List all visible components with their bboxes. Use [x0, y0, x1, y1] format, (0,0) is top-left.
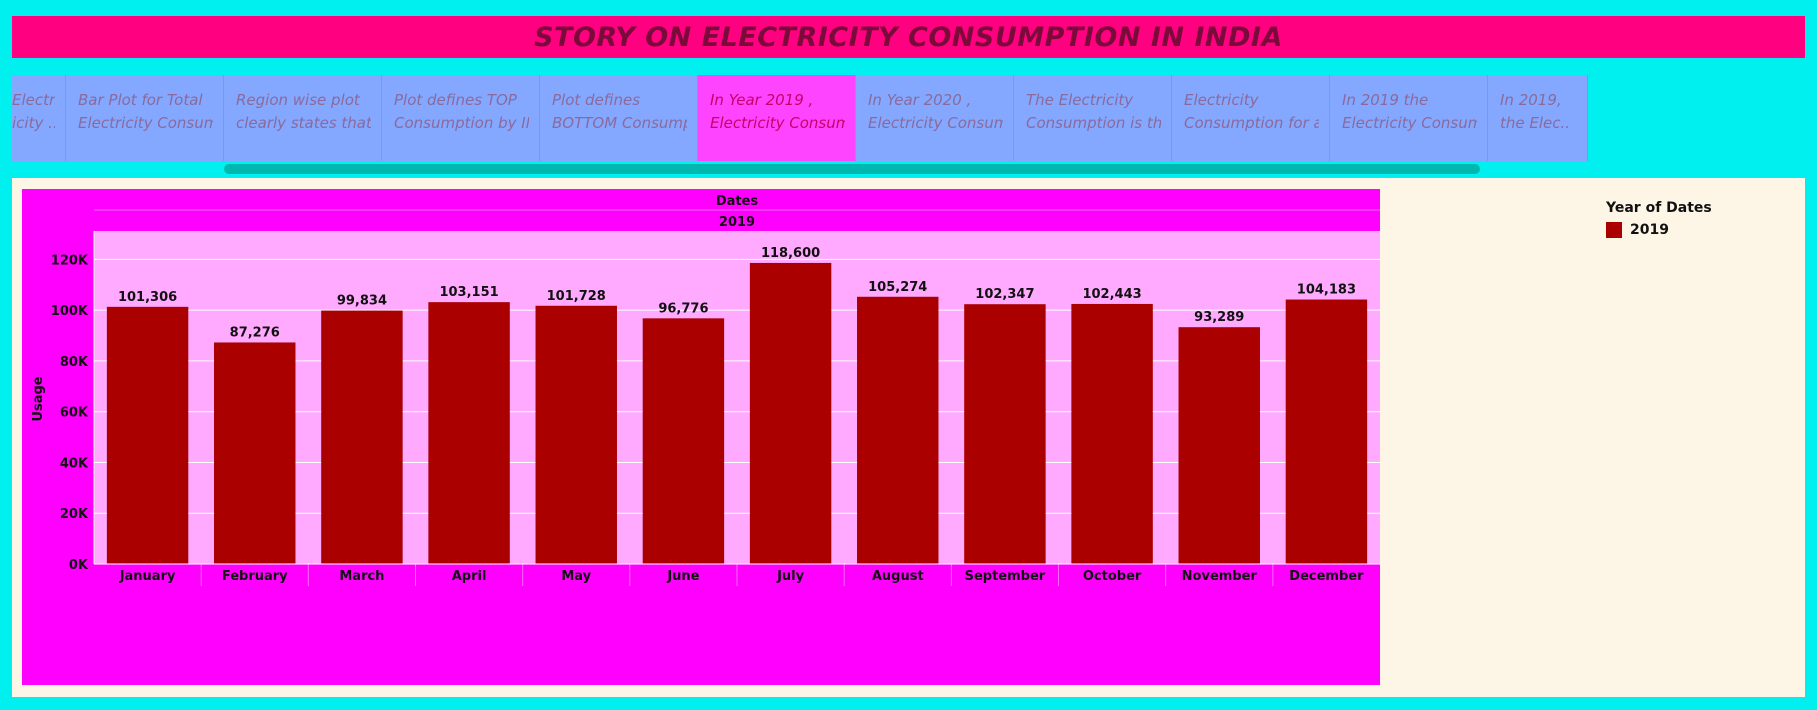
- data-label: 96,776: [658, 301, 708, 316]
- y-tick-label: 120K: [51, 253, 89, 268]
- x-tick-label: May: [561, 569, 591, 584]
- legend-item-2019[interactable]: 2019: [1606, 222, 1712, 238]
- story-point-track: Electr icity .. Bar Plot for Total Electric…: [12, 75, 1588, 161]
- story-point-caption-line: In 2019,: [1500, 91, 1562, 109]
- monthly-usage-bar-chart: Dates 2019 0K 20K 40K 60K 80K 100K 120K Usage 101,…: [31, 189, 1601, 685]
- story-point-2[interactable]: Bar Plot for Total Electricity Consump..: [66, 75, 224, 161]
- story-point-caption-line: BOTTOM Consumpti..: [552, 114, 687, 132]
- column-header-title: Dates: [716, 194, 759, 209]
- y-tick-label: 80K: [60, 355, 89, 370]
- story-point-caption-line: Electricity Consump..: [868, 114, 1003, 132]
- story-point-caption-line: icity ..: [12, 114, 55, 132]
- data-label: 87,276: [230, 325, 280, 340]
- legend-swatch: [1606, 222, 1622, 238]
- x-tick-label: July: [776, 569, 805, 584]
- data-label: 103,151: [439, 285, 498, 300]
- plot-area: [94, 231, 1380, 564]
- story-point-4[interactable]: Plot defines TOP Consumption by IN..: [382, 75, 540, 161]
- bar-february: [214, 342, 296, 564]
- story-point-caption-line: Electricity: [1184, 91, 1259, 109]
- story-point-3[interactable]: Region wise plot clearly states that t..: [224, 75, 382, 161]
- bar-october: [1071, 303, 1153, 564]
- story-point-10[interactable]: In 2019 the Electricity Consump..: [1330, 75, 1488, 161]
- story-point-8[interactable]: The Electricity Consumption is the ..: [1014, 75, 1172, 161]
- story-navigator-scrollbar[interactable]: [224, 164, 1480, 174]
- story-point-caption-line: Consumption by IN..: [394, 114, 529, 132]
- story-title: STORY ON ELECTRICITY CONSUMPTION IN INDI…: [534, 21, 1283, 53]
- bar-november: [1178, 327, 1260, 564]
- x-tick-label: January: [119, 569, 176, 584]
- story-point-11[interactable]: In 2019, the Elec..: [1488, 75, 1588, 161]
- data-label: 105,274: [868, 280, 927, 295]
- story-point-caption-line: Region wise plot: [236, 91, 360, 109]
- x-tick-label: August: [872, 569, 924, 584]
- data-label: 104,183: [1297, 283, 1356, 298]
- story-point-caption-line: Electr: [12, 91, 55, 109]
- y-axis-label: Usage: [31, 376, 46, 421]
- story-point-caption-line: The Electricity: [1026, 91, 1134, 109]
- story-point-caption-line: the Elec..: [1500, 114, 1571, 132]
- legend-title: Year of Dates: [1606, 200, 1712, 216]
- x-tick-label: February: [222, 569, 288, 584]
- x-tick-label: March: [339, 569, 384, 584]
- data-label: 102,443: [1082, 287, 1141, 302]
- bar-may: [535, 305, 617, 564]
- story-point-caption-line: Plot defines TOP: [394, 91, 517, 109]
- y-tick-label: 20K: [60, 507, 89, 522]
- x-tick-label: April: [452, 569, 487, 584]
- story-point-caption-line: Electricity Consump..: [78, 114, 213, 132]
- data-label: 99,834: [337, 294, 387, 309]
- bar-january: [106, 306, 189, 564]
- bar-june: [642, 318, 725, 564]
- bar-december: [1285, 299, 1368, 564]
- story-point-caption-line: Plot defines: [552, 91, 641, 109]
- story-title-bar: STORY ON ELECTRICITY CONSUMPTION IN INDI…: [12, 16, 1805, 58]
- x-tick-label: September: [965, 569, 1046, 584]
- story-point-caption-line: Electricity Consump..: [1342, 114, 1477, 132]
- bar-august: [857, 296, 939, 564]
- story-point-caption-line: Consumption is the ..: [1026, 114, 1161, 132]
- x-tick-label: June: [666, 569, 699, 584]
- bar-september: [964, 304, 1046, 564]
- legend-label: 2019: [1630, 222, 1669, 238]
- chart-frame: Dates 2019 0K 20K 40K 60K 80K 100K 120K Usage 101,…: [22, 189, 1601, 685]
- story-navigator: Electr icity .. Bar Plot for Total Electric…: [12, 75, 1805, 161]
- y-tick-label: 0K: [69, 558, 89, 573]
- story-point-caption-line: clearly states that t..: [236, 114, 371, 132]
- legend: Year of Dates 2019: [1606, 200, 1712, 238]
- x-tick-label: October: [1083, 569, 1142, 584]
- story-point-5[interactable]: Plot defines BOTTOM Consumpti..: [540, 75, 698, 161]
- bar-march: [321, 310, 403, 564]
- data-label: 118,600: [761, 246, 820, 261]
- data-label: 93,289: [1194, 310, 1244, 325]
- bar-april: [428, 302, 510, 564]
- y-tick-label: 100K: [51, 304, 89, 319]
- x-tick-label: November: [1182, 569, 1258, 584]
- story-point-caption-line: In 2019 the: [1342, 91, 1429, 109]
- y-tick-label: 40K: [60, 456, 89, 471]
- story-point-caption-line: In Year 2020 ,: [868, 91, 972, 109]
- story-point-9[interactable]: Electricity Consumption for a p..: [1172, 75, 1330, 161]
- story-point-1[interactable]: Electr icity ..: [12, 75, 66, 161]
- y-tick-label: 60K: [60, 406, 89, 421]
- story-point-caption-line: In Year 2019 ,: [710, 91, 814, 109]
- data-label: 101,728: [547, 289, 606, 304]
- column-header-value: 2019: [719, 215, 755, 230]
- story-point-6[interactable]: In Year 2019 , Electricity Consump..: [698, 75, 856, 161]
- story-point-7[interactable]: In Year 2020 , Electricity Consump..: [856, 75, 1014, 161]
- legend-pane-background: [1380, 189, 1601, 685]
- x-tick-label: December: [1289, 569, 1364, 584]
- story-point-caption-line: Bar Plot for Total: [78, 91, 203, 109]
- bar-july: [749, 262, 832, 564]
- story-point-caption-line: Consumption for a p..: [1184, 114, 1319, 132]
- data-label: 102,347: [975, 287, 1034, 302]
- story-point-caption-line: Electricity Consump..: [710, 114, 845, 132]
- data-label: 101,306: [118, 290, 177, 305]
